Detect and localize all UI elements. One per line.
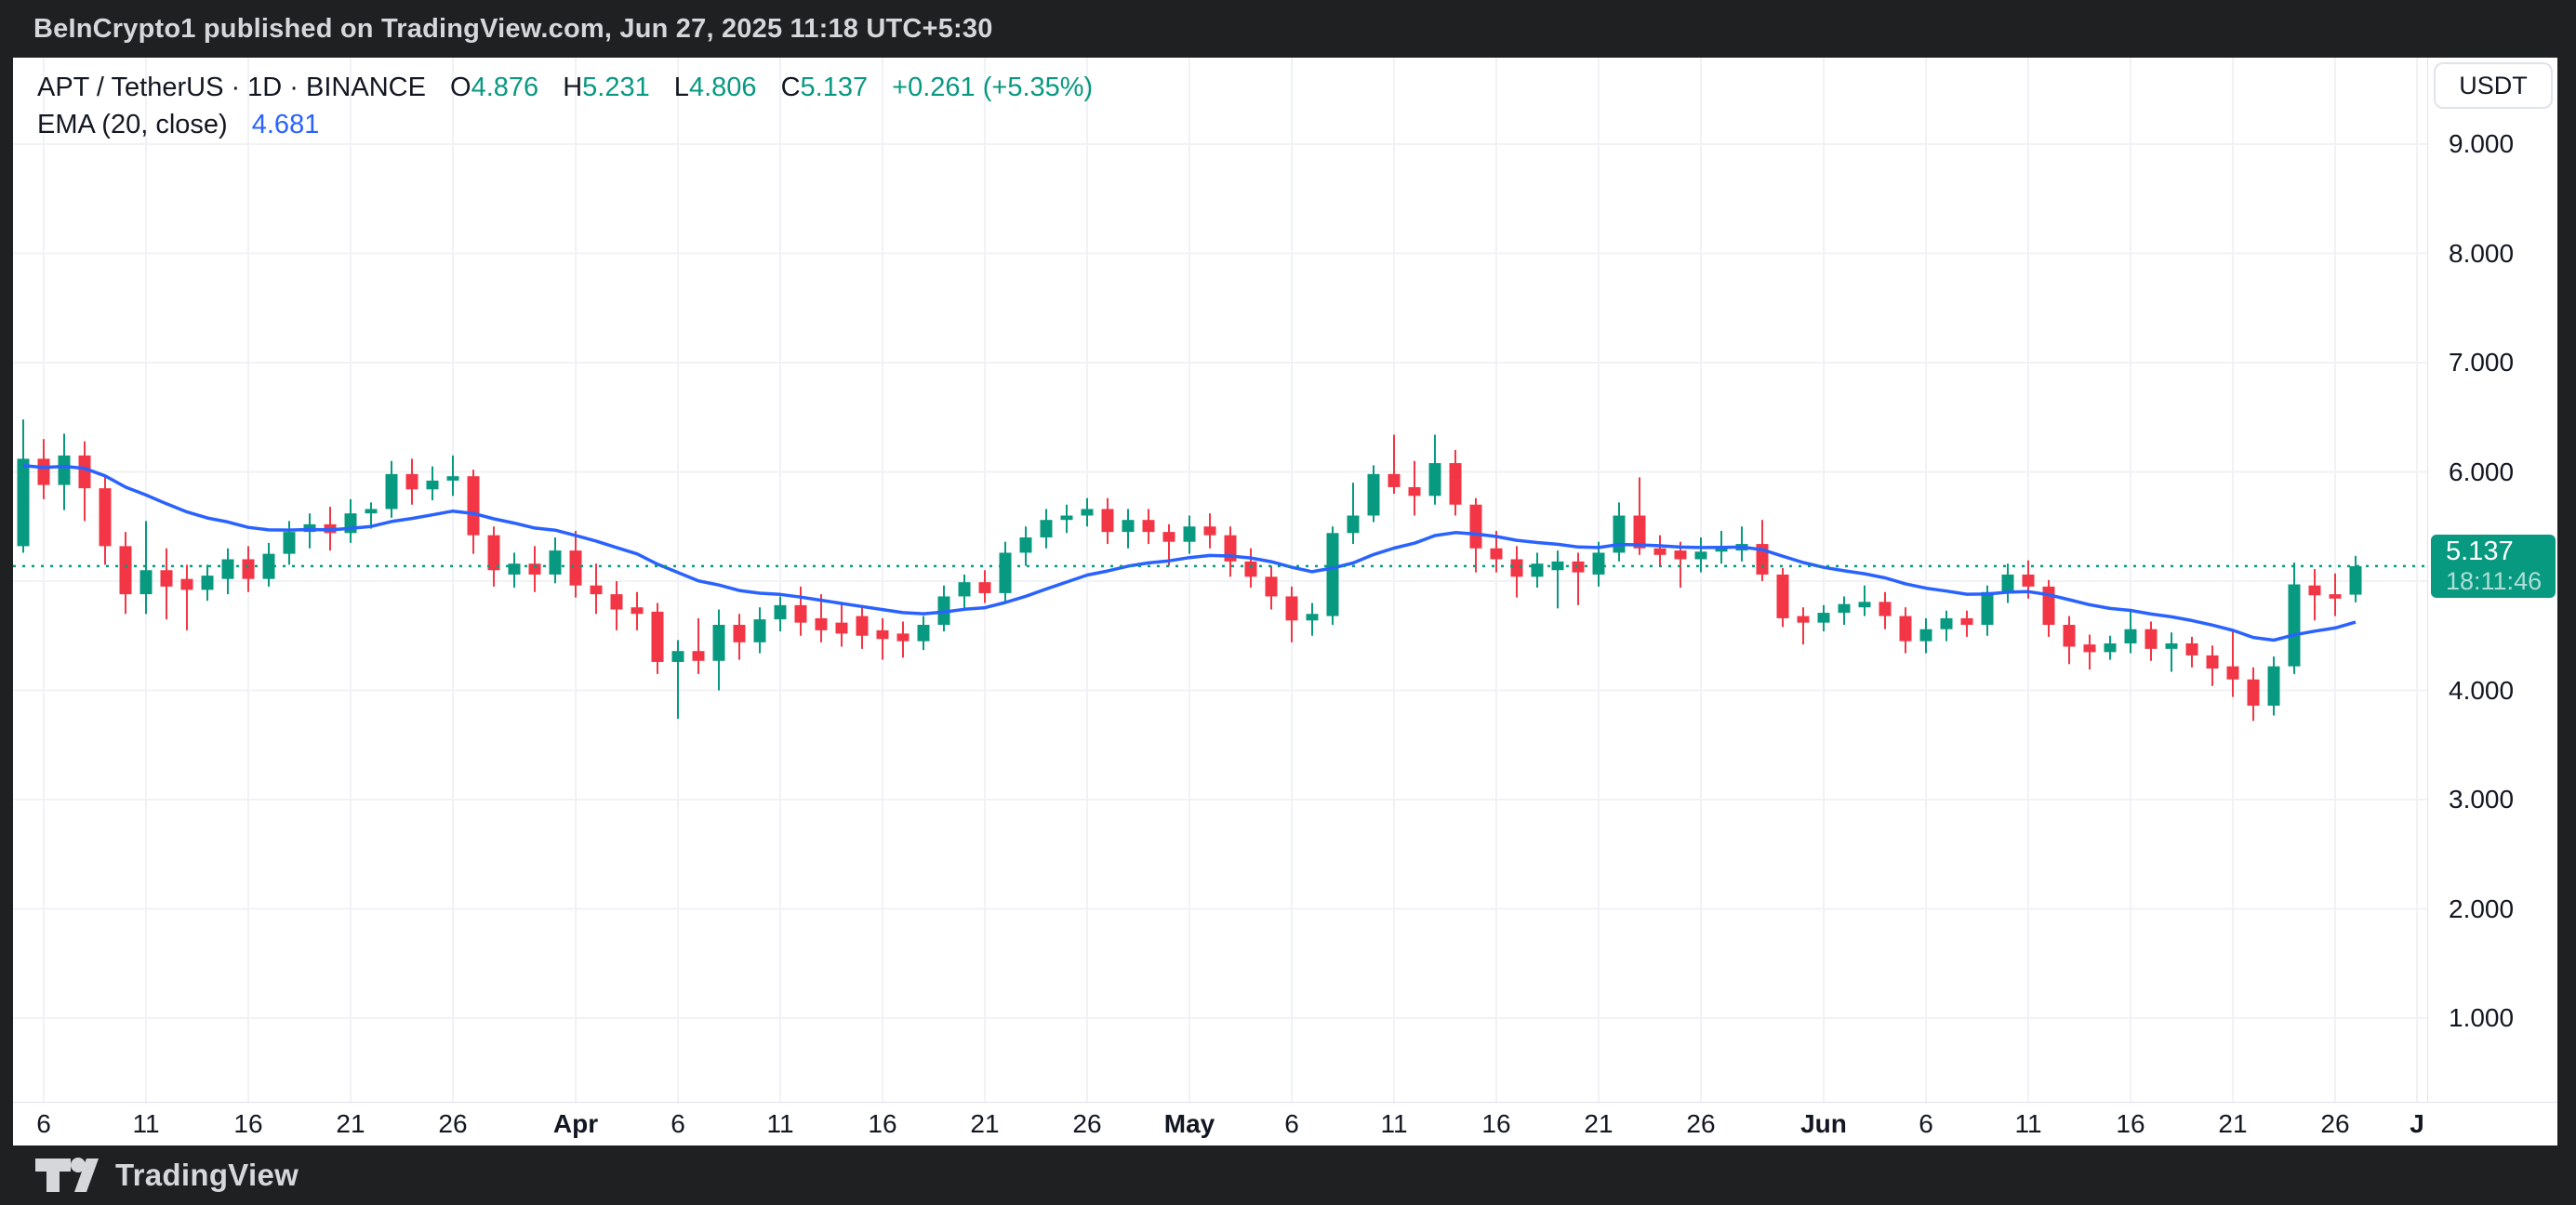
chart-panel: APT / TetherUS · 1D · BINANCE O4.876 H5.… [13,58,2557,1145]
time-axis-month-label: Apr [552,1109,599,1138]
time-axis-day-label: 6 [1284,1109,1299,1138]
last-price-tag: 5.137 18:11:46 [2431,534,2556,598]
close-label: C [780,73,801,102]
low-value: 4.806 [688,73,757,102]
price-axis[interactable]: USDT 9.000 8.000 7.000 6.000 4.000 3.000 2.000… [2427,58,2557,1102]
time-axis-day-label: 11 [2014,1109,2042,1138]
footer-bar: TradingView [0,1145,2576,1205]
open-label: O [450,73,471,102]
time-axis-day-label: 11 [132,1109,160,1138]
price-scale-label: 1.000 [2449,1003,2515,1032]
time-axis-day-label: 26 [1686,1109,1716,1138]
time-axis-day-label: 16 [868,1109,897,1138]
price-scale-label: 7.000 [2449,348,2515,377]
close-value: 5.137 [800,73,869,102]
ema-value: 4.681 [251,110,320,140]
low-label: L [673,73,689,102]
price-scale-label: 9.000 [2449,129,2515,158]
price-scale-label: 6.000 [2449,457,2515,486]
time-axis-month-label: J [2410,1109,2424,1138]
time-axis-day-label: 26 [2320,1109,2350,1138]
price-scale-label: 3.000 [2449,785,2515,814]
time-axis-day-label: 6 [671,1109,685,1138]
attribution-bar: BeInCrypto1 published on TradingView.com… [0,0,2576,58]
currency-button[interactable]: USDT [2434,62,2553,109]
attribution-text: BeInCrypto1 published on TradingView.com… [33,13,993,44]
last-price-value: 5.137 [2446,536,2514,566]
time-axis-day-label: 26 [438,1109,468,1138]
bar-countdown: 18:11:46 [2446,567,2543,596]
tradingview-logo-icon [35,1158,99,1192]
time-axis-day-label: 21 [970,1109,1000,1138]
symbol-title: APT / TetherUS · 1D · BINANCE [37,73,426,102]
high-value: 5.231 [582,73,650,102]
candlestick-chart [13,58,2427,1102]
tradingview-brand-name: TradingView [115,1158,299,1192]
chart-canvas[interactable] [13,58,2427,1102]
time-axis-day-label: 21 [2218,1109,2248,1138]
time-axis-day-label: 11 [1380,1109,1408,1138]
time-axis-day-label: 16 [1481,1109,1511,1138]
time-axis-day-label: 6 [1919,1109,1933,1138]
symbol-row: APT / TetherUS · 1D · BINANCE O4.876 H5.… [37,69,1093,106]
time-axis-month-label: May [1163,1109,1215,1138]
high-label: H [563,73,583,102]
time-axis-day-label: 21 [1584,1109,1613,1138]
time-axis-month-label: Jun [1800,1109,1847,1138]
time-axis[interactable]: 6 11 16 21 26 Apr 6 11 16 21 26 May 6 11 16 21 26 Jun 6 11 1… [13,1102,2557,1145]
time-axis-day-label: 6 [36,1109,51,1138]
time-axis-day-label: 11 [766,1109,794,1138]
time-axis-day-label: 26 [1072,1109,1102,1138]
change-value: +0.261 (+5.35%) [892,73,1094,102]
time-axis-day-label: 16 [2116,1109,2145,1138]
time-axis-day-label: 16 [233,1109,263,1138]
ema-label: EMA (20, close) [37,110,228,140]
ema-row[interactable]: EMA (20, close) 4.681 [37,106,1093,143]
time-axis-day-label: 21 [336,1109,365,1138]
chart-legend: APT / TetherUS · 1D · BINANCE O4.876 H5.… [37,69,1093,143]
tradingview-brand: TradingView [33,1157,299,1194]
price-scale-label: 8.000 [2449,238,2515,268]
price-scale-label: 2.000 [2449,894,2515,923]
price-scale-label: 4.000 [2449,675,2515,705]
open-value: 4.876 [471,73,539,102]
